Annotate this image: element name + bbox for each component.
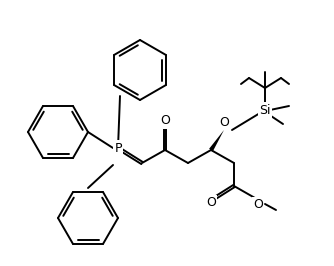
Text: O: O bbox=[206, 197, 216, 210]
Text: O: O bbox=[160, 114, 170, 127]
Text: Si: Si bbox=[259, 103, 271, 117]
Text: P: P bbox=[114, 142, 122, 155]
Text: O: O bbox=[219, 115, 229, 128]
Polygon shape bbox=[209, 130, 224, 151]
Text: O: O bbox=[253, 198, 263, 211]
